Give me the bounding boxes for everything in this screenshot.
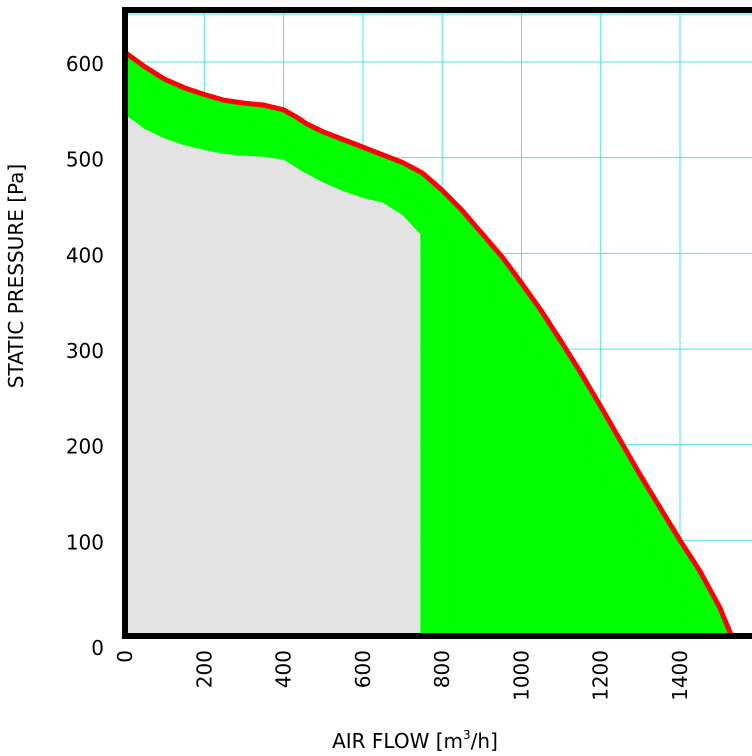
max-curve-line bbox=[122, 49, 735, 639]
x-tick-label: 1000 bbox=[509, 650, 533, 701]
y-tick-label: 400 bbox=[66, 243, 104, 267]
operating-area bbox=[125, 52, 732, 636]
y-tick-label: 0 bbox=[91, 636, 104, 660]
plot-frame bbox=[122, 7, 752, 639]
y-tick-labels: 0 100 200 300 400 500 600 bbox=[66, 52, 104, 660]
y-tick-label: 500 bbox=[66, 148, 104, 172]
x-tick-label: 1400 bbox=[668, 650, 692, 701]
x-axis-title: AIR FLOW [m3/h] bbox=[332, 728, 498, 753]
y-tick-label: 600 bbox=[66, 52, 104, 76]
x-tick-label: 600 bbox=[351, 650, 375, 688]
x-tick-label: 400 bbox=[272, 650, 296, 688]
x-tick-labels: 0 200 400 600 800 1000 1200 1400 bbox=[113, 650, 692, 701]
y-tick-label: 300 bbox=[66, 339, 104, 363]
y-tick-label: 100 bbox=[66, 530, 104, 554]
x-tick-label: 1200 bbox=[589, 650, 613, 701]
x-tick-label: 800 bbox=[430, 650, 454, 688]
y-axis-title: STATIC PRESSURE [Pa] bbox=[4, 164, 28, 388]
y-tick-label: 200 bbox=[66, 435, 104, 459]
x-tick-label: 0 bbox=[113, 650, 137, 663]
lower-area bbox=[125, 114, 421, 636]
x-tick-label: 200 bbox=[192, 650, 216, 688]
